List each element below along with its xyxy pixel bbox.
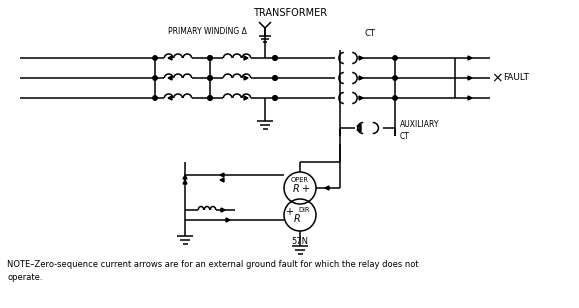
Text: 57N: 57N xyxy=(291,237,309,246)
Circle shape xyxy=(273,96,277,100)
Text: ×: × xyxy=(491,71,503,85)
Polygon shape xyxy=(359,76,363,80)
Circle shape xyxy=(273,76,277,80)
Text: NOTE–Zero-sequence current arrows are for an external ground fault for which the: NOTE–Zero-sequence current arrows are fo… xyxy=(7,260,419,282)
Circle shape xyxy=(153,56,157,60)
Circle shape xyxy=(393,96,397,100)
Circle shape xyxy=(273,56,277,60)
Circle shape xyxy=(393,76,397,80)
Text: +: + xyxy=(285,207,293,217)
Text: AUXILIARY
CT: AUXILIARY CT xyxy=(400,120,439,141)
Polygon shape xyxy=(357,124,361,128)
Circle shape xyxy=(208,96,212,100)
Text: DIR: DIR xyxy=(298,207,310,213)
Text: CT: CT xyxy=(365,29,375,38)
Text: R: R xyxy=(294,214,301,224)
Polygon shape xyxy=(221,208,225,212)
Circle shape xyxy=(273,96,277,100)
Polygon shape xyxy=(226,218,230,222)
Circle shape xyxy=(208,76,212,80)
Polygon shape xyxy=(325,186,329,190)
Circle shape xyxy=(208,56,212,60)
Circle shape xyxy=(273,76,277,80)
Polygon shape xyxy=(220,173,224,177)
Polygon shape xyxy=(220,178,224,182)
Polygon shape xyxy=(357,128,361,132)
Polygon shape xyxy=(359,96,363,100)
Circle shape xyxy=(208,96,212,100)
Polygon shape xyxy=(168,56,172,60)
Polygon shape xyxy=(168,76,172,80)
Text: TRANSFORMER: TRANSFORMER xyxy=(253,8,327,18)
Polygon shape xyxy=(183,180,187,184)
Text: FAULT: FAULT xyxy=(503,74,529,83)
Circle shape xyxy=(153,76,157,80)
Polygon shape xyxy=(244,56,248,60)
Circle shape xyxy=(393,56,397,60)
Polygon shape xyxy=(183,175,187,179)
Polygon shape xyxy=(468,96,472,100)
Circle shape xyxy=(208,56,212,60)
Text: PRIMARY WINDING Δ: PRIMARY WINDING Δ xyxy=(167,27,247,37)
Polygon shape xyxy=(168,96,172,100)
Circle shape xyxy=(153,96,157,100)
Polygon shape xyxy=(244,96,248,100)
Text: OPER: OPER xyxy=(291,177,309,183)
Polygon shape xyxy=(359,56,363,60)
Polygon shape xyxy=(468,56,472,60)
Circle shape xyxy=(273,56,277,60)
Circle shape xyxy=(208,76,212,80)
Text: R: R xyxy=(292,184,299,194)
Polygon shape xyxy=(468,76,472,80)
Text: +: + xyxy=(301,184,309,194)
Polygon shape xyxy=(244,76,248,80)
